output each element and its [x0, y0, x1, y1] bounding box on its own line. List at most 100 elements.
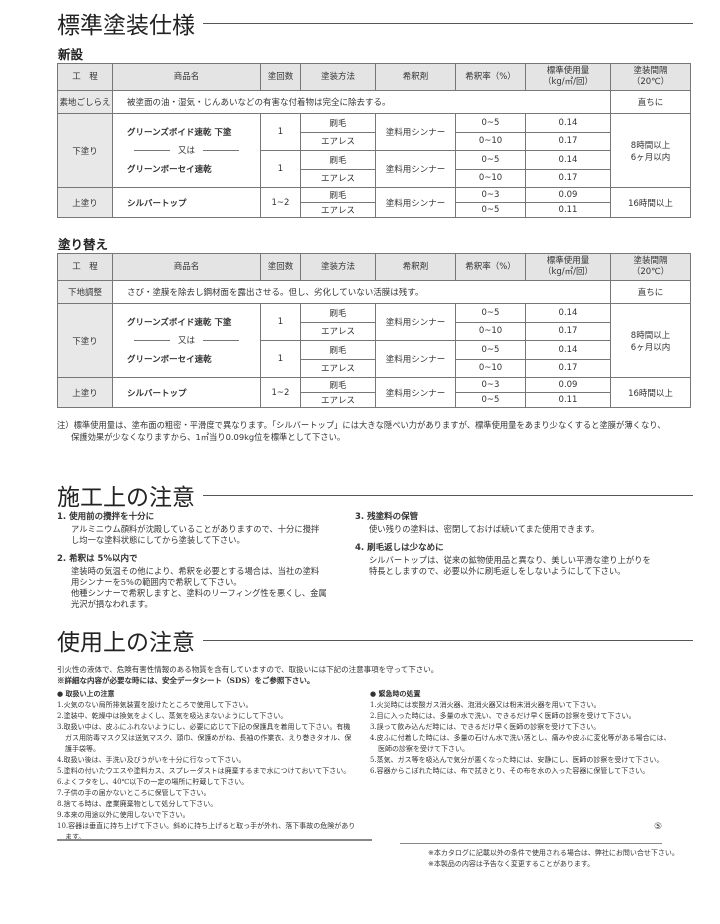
- column-header: 希釈率（%）: [455, 63, 526, 91]
- method-cell: 刷毛: [300, 377, 376, 393]
- table-row: エアレス 0~10 0.17: [58, 131, 691, 151]
- construction-title: 施工上の注意: [57, 485, 195, 511]
- process-cell: 素地ごしらえ: [57, 90, 113, 114]
- amount-cell: 0.14: [525, 113, 611, 133]
- table-row: 上塗り シルバートップ 1~2 刷毛 塗料用シンナー 0~3 0.09 16時間以上: [57, 187, 691, 218]
- list-item: 9.本来の用途以外に使用しないで下さい。: [57, 811, 190, 819]
- column-header: 希釈率（%）: [455, 253, 526, 281]
- item-body: シルバートップは、従来の鉱物使用品と異なり、美しい平滑な塗り上がりを特長とします…: [369, 555, 651, 576]
- list-title: ● 緊急時の処置: [370, 690, 421, 698]
- table-row: エアレス 0~5 0.11: [58, 202, 691, 218]
- ratio-cell: 0~5: [455, 150, 526, 170]
- method-cell: エアレス: [300, 131, 376, 151]
- spec-title: 標準塗装仕様: [57, 13, 195, 39]
- construction-right: 3. 残塗料の保管 使い残りの塗料は、密閉しておけば続いてまた使用できます。 4. …: [355, 512, 655, 585]
- list-item: 1.火災時には炭酸ガス消火器、泡消火器又は粉末消火器を用いて下さい。: [370, 701, 601, 709]
- product-name: シルバートップ: [112, 187, 261, 218]
- description-cell: 被塗面の油・湿気・じんあいなどの有害な付着物は完全に除去する。: [112, 90, 611, 114]
- method-cell: 刷毛: [300, 303, 376, 323]
- column-header: 塗装間隔 （20℃）: [610, 63, 691, 91]
- thinner-cell: 塗料用シンナー: [375, 377, 456, 408]
- construction-heading: 施工上の注意: [57, 478, 693, 512]
- amount-cell: 0.17: [525, 358, 611, 378]
- list-item: 10.容器は垂直に持ち上げて下さい。斜めに持ち上げると取っ手が外れ、落下事故の危…: [57, 822, 356, 841]
- item-title: 4. 刷毛返しは少なめに: [355, 543, 444, 553]
- process-cell: 下塗り: [57, 113, 113, 188]
- list-item: 2.目に入った時には、多量の水で洗い、できるだけ早く医師の診察を受けて下さい。: [370, 712, 636, 720]
- interval-cell: 直ちに: [610, 90, 691, 114]
- table-row: エアレス 0~10 0.17: [58, 358, 691, 378]
- note-line: 注）標準使用量は、塗布面の粗密・平滑度で異なります。「シルバートップ」には大きな…: [57, 420, 666, 430]
- intro-line: 引火性の液体で、危険有害性情報のある物質を含有していますので、取扱いには下記の注…: [57, 665, 439, 674]
- ratio-cell: 0~10: [455, 131, 526, 151]
- coats-cell: 1: [260, 113, 301, 151]
- ratio-cell: 0~3: [455, 187, 526, 203]
- method-cell: エアレス: [300, 168, 376, 188]
- amount-cell: 0.11: [525, 392, 611, 408]
- product-name: 又はグリーンボーセイ速乾: [112, 336, 261, 378]
- prep-row: 素地ごしらえ 被塗面の油・湿気・じんあいなどの有害な付着物は完全に除去する。 直ちに: [57, 90, 691, 114]
- construction-left: 1. 使用前の攪拌を十分にアルミニウム顔料が沈殿していることがありますので、十分…: [57, 512, 327, 618]
- method-cell: エアレス: [300, 358, 376, 378]
- ratio-cell: 0~3: [455, 377, 526, 393]
- ratio-cell: 0~5: [455, 392, 526, 408]
- spec-heading: 標準塗装仕様: [57, 6, 693, 40]
- column-header: 塗回数: [260, 253, 301, 281]
- ratio-cell: 0~5: [455, 303, 526, 323]
- thinner-cell: 塗料用シンナー: [375, 303, 456, 341]
- product-name-text: グリーンボーセイ速乾: [127, 354, 212, 365]
- list-title: ● 取扱い上の注意: [57, 690, 115, 698]
- amount-cell: 0.14: [525, 340, 611, 360]
- or-label: 又は: [113, 334, 260, 346]
- table-row: エアレス 0~10 0.17: [58, 168, 691, 188]
- construction-item: 2. 希釈は 5%以内で 塗装時の気温その他により、希釈を必要とする場合は、当社の…: [57, 554, 327, 610]
- product-name: シルバートップ: [112, 377, 261, 408]
- column-header: 塗装間隔 （20℃）: [610, 253, 691, 281]
- coats-cell: 1: [260, 303, 301, 341]
- prep-row: 下地調整 さび・塗膜を除去し鋼材面を露出させる。但し、劣化していない活膜は残す。直…: [57, 280, 691, 304]
- column-header: 希釈剤: [375, 253, 456, 281]
- product-name-text: シルバートップ: [127, 388, 187, 399]
- item-title: 3. 残塗料の保管: [355, 512, 419, 522]
- method-cell: エアレス: [300, 321, 376, 341]
- item-title: 1. 使用前の攪拌を十分に: [57, 512, 155, 522]
- method-cell: エアレス: [300, 202, 376, 218]
- list-item: 2.塗装中、乾燥中は換気をよくし、蒸気を吸込まないようにして下さい。: [57, 712, 288, 720]
- interval-cell: 16時間以上: [610, 377, 691, 408]
- list-item: 8.捨てる時は、産業廃棄物として処分して下さい。: [57, 800, 218, 808]
- product-name-text: グリーンズボイド速乾 下塗: [127, 318, 232, 329]
- thinner-cell: 塗料用シンナー: [375, 187, 456, 218]
- description-cell: さび・塗膜を除去し鋼材面を露出させる。但し、劣化していない活膜は残す。: [112, 280, 611, 304]
- amount-cell: 0.14: [525, 303, 611, 323]
- list-item: 1.火気のない局所排気装置を設けたところで使用して下さい。: [57, 701, 253, 709]
- column-header: 塗装方法: [300, 253, 376, 281]
- footer-line: ※本製品の内容は予告なく変更することがあります。: [428, 860, 595, 868]
- coats-cell: 1~2: [260, 377, 301, 408]
- column-header: 標準使用量 （kg/㎡/回）: [525, 253, 611, 281]
- process-cell: 上塗り: [57, 377, 113, 408]
- list-item: 6.容器からこぼれた時には、布で拭きとり、その布を水の入った容器に保管して下さい…: [370, 767, 650, 775]
- amount-cell: 0.11: [525, 202, 611, 218]
- interval-cell: 8時間以上 6ヶ月以内: [610, 113, 691, 188]
- header-row: 工 程商品名 塗回数 塗装方法 希釈剤 希釈率（%） 標準使用量 （kg/㎡/回） 塗装間隔…: [57, 253, 691, 281]
- amount-cell: 0.17: [525, 321, 611, 341]
- or-label: 又は: [113, 144, 260, 156]
- column-header: 商品名: [112, 253, 261, 281]
- amount-cell: 0.14: [525, 150, 611, 170]
- coats-cell: 1: [260, 340, 301, 378]
- usage-intro: 引火性の液体で、危険有害性情報のある物質を含有していますので、取扱いには下記の注…: [57, 664, 438, 686]
- ratio-cell: 0~5: [455, 340, 526, 360]
- method-cell: エアレス: [300, 392, 376, 408]
- item-body: アルミニウム顔料が沈殿していることがありますので、十分に攪拌し均一な塗料状態にし…: [71, 524, 320, 545]
- column-header: 工 程: [57, 63, 113, 91]
- usage-title: 使用上の注意: [57, 630, 195, 656]
- header-row: 工 程商品名 塗回数 塗装方法 希釈剤 希釈率（%） 標準使用量 （kg/㎡/回） 塗装間隔…: [57, 63, 691, 91]
- product-name-text: グリーンボーセイ速乾: [127, 164, 212, 175]
- construction-item: 1. 使用前の攪拌を十分にアルミニウム顔料が沈殿していることがありますので、十分…: [57, 512, 327, 546]
- list-item: 7.子供の手の届かないところに保管して下さい。: [57, 789, 211, 797]
- coats-cell: 1: [260, 150, 301, 188]
- table-row: 又は グリーンボーセイ速乾 1 刷毛 塗料用シンナー 0~5 0.14: [58, 146, 691, 188]
- list-item: 3.誤って飲み込んだ時には、できるだけ早く医師の診察を受けて下さい。: [370, 723, 601, 731]
- divider: [57, 839, 372, 841]
- construction-item: 3. 残塗料の保管 使い残りの塗料は、密閉しておけば続いてまた使用できます。: [355, 512, 655, 535]
